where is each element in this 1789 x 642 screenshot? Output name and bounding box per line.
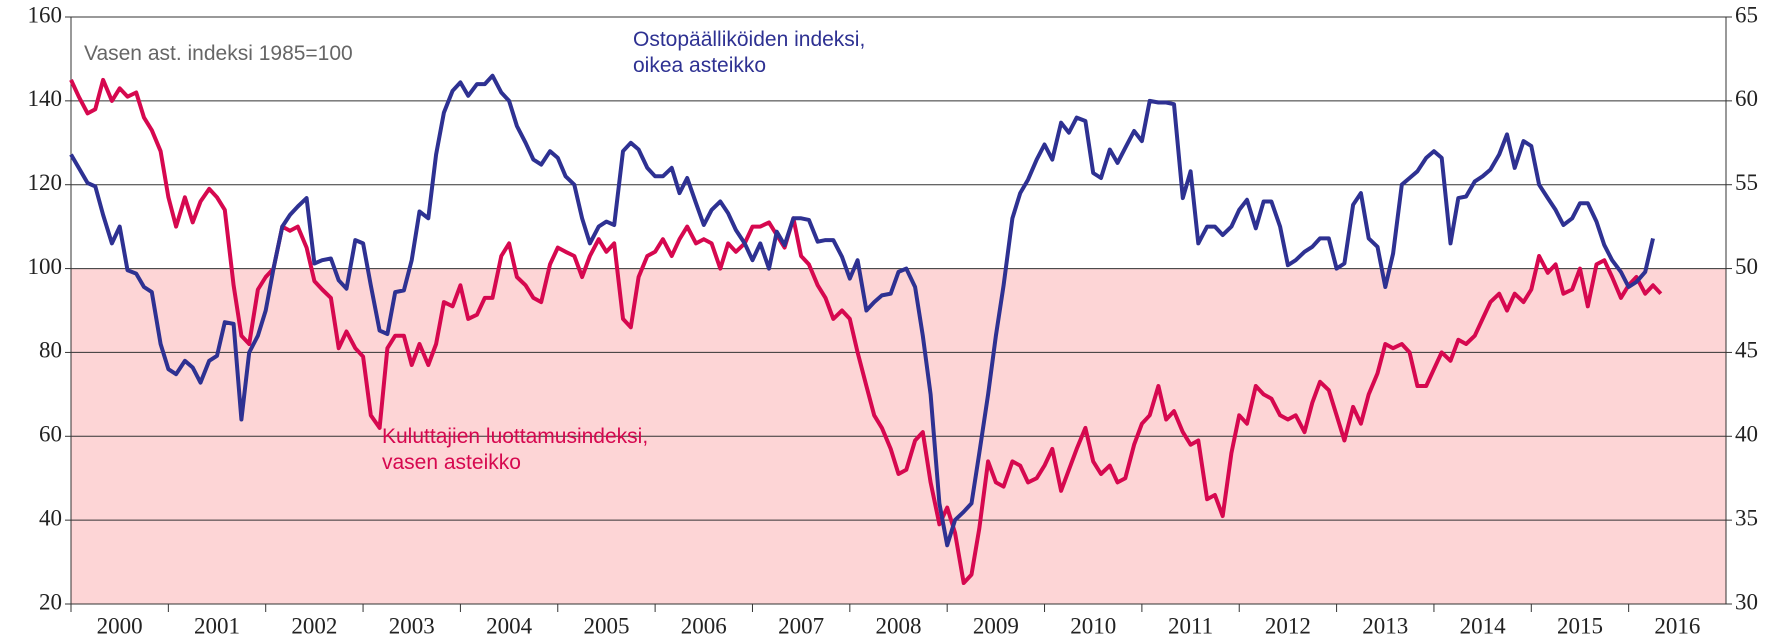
x-tick-label: 2010	[1070, 613, 1116, 638]
x-tick-label: 2015	[1557, 613, 1603, 638]
annotation-line: vasen asteikko	[382, 451, 521, 474]
x-tick-label: 2011	[1168, 613, 1213, 638]
y2-tick-label: 60	[1735, 86, 1758, 111]
y2-tick-label: 45	[1735, 338, 1758, 363]
x-tick-label: 2007	[778, 613, 824, 638]
y-tick-label: 40	[39, 505, 62, 530]
x-tick-label: 2003	[389, 613, 435, 638]
x-tick-label: 2008	[876, 613, 922, 638]
x-tick-label: 2016	[1654, 613, 1700, 638]
annotation-line: oikea asteikko	[633, 54, 766, 77]
y2-tick-label: 30	[1735, 589, 1758, 614]
series-line	[69, 77, 1663, 585]
annotation-line: Kuluttajien luottamusindeksi,	[382, 425, 648, 448]
annotation-line: Vasen ast. indeksi 1985=100	[84, 42, 353, 65]
annotation: Kuluttajien luottamusindeksi, vasen astei…	[382, 425, 648, 474]
y-tick-label: 60	[39, 422, 62, 447]
x-tick-label: 2001	[194, 613, 240, 638]
y2-tick-label: 55	[1735, 170, 1758, 195]
y-tick-label: 140	[28, 86, 63, 111]
y-tick-label: 120	[28, 170, 63, 195]
y2-tick-label: 35	[1735, 505, 1758, 530]
x-tick-label: 2014	[1460, 613, 1507, 638]
y-tick-label: 80	[39, 338, 62, 363]
annotation: Ostopäälliköiden indeksi, oikea asteikko	[633, 28, 865, 77]
x-tick-label: 2013	[1362, 613, 1408, 638]
x-tick-label: 2000	[97, 613, 143, 638]
x-tick-label: 2004	[486, 613, 533, 638]
x-tick-label: 2006	[681, 613, 727, 638]
x-tick-label: 2009	[973, 613, 1019, 638]
y-tick-label: 20	[39, 589, 62, 614]
y-tick-label: 100	[28, 254, 63, 279]
x-tick-label: 2002	[291, 613, 337, 638]
y-tick-label: 160	[28, 2, 63, 27]
y2-tick-label: 40	[1735, 422, 1758, 447]
x-tick-label: 2012	[1265, 613, 1311, 638]
y2-tick-label: 65	[1735, 2, 1758, 27]
annotation: Vasen ast. indeksi 1985=100	[84, 42, 353, 65]
x-tick-label: 2005	[583, 613, 629, 638]
series-line	[69, 73, 1655, 548]
y2-tick-label: 50	[1735, 254, 1758, 279]
annotation-line: Ostopäälliköiden indeksi,	[633, 28, 865, 51]
